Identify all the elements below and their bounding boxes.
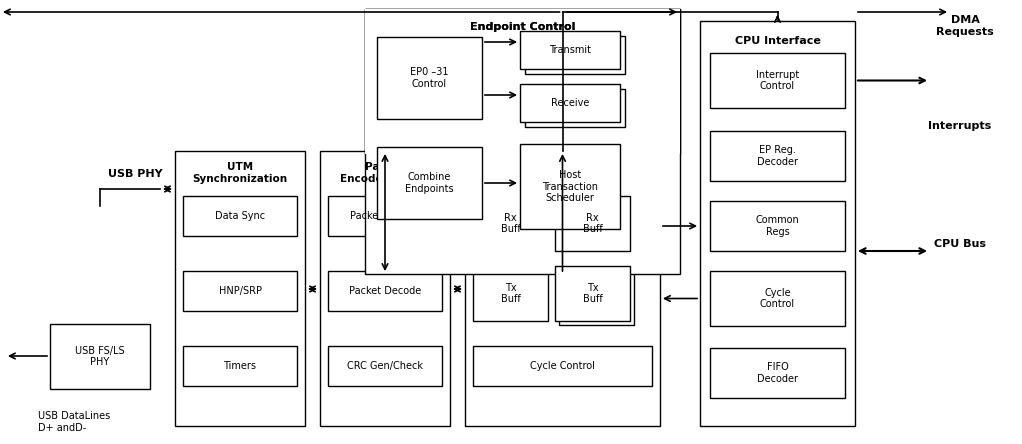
Bar	[520, 31, 620, 69]
Text: Packet
Encode/Decode: Packet Encode/Decode	[340, 162, 430, 184]
Bar	[710, 53, 845, 108]
Text: Host
Transaction
Scheduler: Host Transaction Scheduler	[542, 170, 598, 203]
Text: DMA
Requests: DMA Requests	[936, 15, 993, 37]
Bar	[520, 84, 620, 122]
Text: Endpoint Control: Endpoint Control	[470, 22, 575, 32]
Text: Interrupts: Interrupts	[928, 121, 991, 131]
Bar	[365, 9, 680, 274]
Text: Transmit: Transmit	[549, 50, 591, 60]
Text: Tx
Buff: Tx Buff	[583, 283, 602, 304]
Text: Combine
Endpoints: Combine Endpoints	[405, 172, 454, 194]
Bar	[710, 271, 845, 326]
Text: Tx
Buff: Tx Buff	[501, 283, 520, 304]
Bar	[710, 131, 845, 181]
Text: Interrupt
Control: Interrupt Control	[756, 70, 799, 91]
Bar	[520, 144, 620, 229]
Text: FIFO RAM
Controller: FIFO RAM Controller	[532, 162, 592, 184]
Bar	[50, 324, 150, 389]
Bar	[700, 21, 855, 426]
Bar	[559, 270, 634, 325]
Bar	[525, 89, 625, 127]
Bar	[559, 200, 634, 255]
Text: CPU Interface: CPU Interface	[735, 36, 821, 46]
Text: CRC Gen/Check: CRC Gen/Check	[347, 361, 423, 371]
Text: Data Sync: Data Sync	[215, 211, 265, 221]
Text: HNP/SRP: HNP/SRP	[219, 286, 262, 296]
Bar	[473, 346, 652, 386]
Bar	[365, 9, 680, 154]
Text: Common
Regs: Common Regs	[755, 215, 799, 237]
Bar	[183, 271, 297, 311]
Text: Cycle
Control: Cycle Control	[760, 288, 795, 309]
Bar	[555, 266, 630, 321]
Text: EP Reg.
Decoder: EP Reg. Decoder	[757, 145, 798, 167]
Bar	[525, 41, 625, 79]
Text: Packet Encode: Packet Encode	[350, 211, 420, 221]
Bar	[525, 89, 625, 127]
Bar	[710, 348, 845, 398]
Text: USB DataLines
D+ andD-: USB DataLines D+ andD-	[38, 411, 110, 433]
Text: USB FS/LS
PHY: USB FS/LS PHY	[76, 346, 125, 367]
Text: Rx
Buff: Rx Buff	[501, 213, 520, 234]
Bar	[377, 37, 482, 119]
Bar	[183, 196, 297, 236]
Text: Receive: Receive	[551, 98, 590, 108]
Bar	[328, 271, 442, 311]
Bar	[473, 266, 548, 321]
Bar	[555, 196, 630, 251]
Text: Rx
Buff: Rx Buff	[583, 213, 602, 234]
Bar	[365, 9, 680, 154]
Text: Transmit: Transmit	[549, 45, 591, 55]
Bar	[377, 147, 482, 219]
Bar	[328, 346, 442, 386]
Bar	[320, 151, 450, 426]
Text: Timers: Timers	[224, 361, 257, 371]
Text: USB PHY: USB PHY	[107, 169, 162, 179]
Bar	[520, 36, 620, 74]
Bar	[520, 84, 620, 122]
Bar	[175, 151, 305, 426]
Text: CPU Bus: CPU Bus	[934, 239, 986, 249]
Text: Receive: Receive	[551, 98, 590, 108]
Text: Packet Decode: Packet Decode	[349, 286, 421, 296]
Bar	[710, 201, 845, 251]
Bar	[183, 346, 297, 386]
Bar	[473, 196, 548, 251]
Bar	[465, 151, 660, 426]
Bar	[377, 34, 482, 116]
Bar	[525, 36, 625, 74]
Text: EP0 –31
Control: EP0 –31 Control	[410, 67, 449, 89]
Text: UTM
Synchronization: UTM Synchronization	[192, 162, 287, 184]
Bar	[328, 196, 442, 236]
Text: FIFO
Decoder: FIFO Decoder	[757, 362, 798, 384]
Text: Cycle Control: Cycle Control	[530, 361, 595, 371]
Text: EP0 –31
Control: EP0 –31 Control	[410, 64, 449, 86]
Text: Endpoint Control: Endpoint Control	[470, 22, 575, 32]
